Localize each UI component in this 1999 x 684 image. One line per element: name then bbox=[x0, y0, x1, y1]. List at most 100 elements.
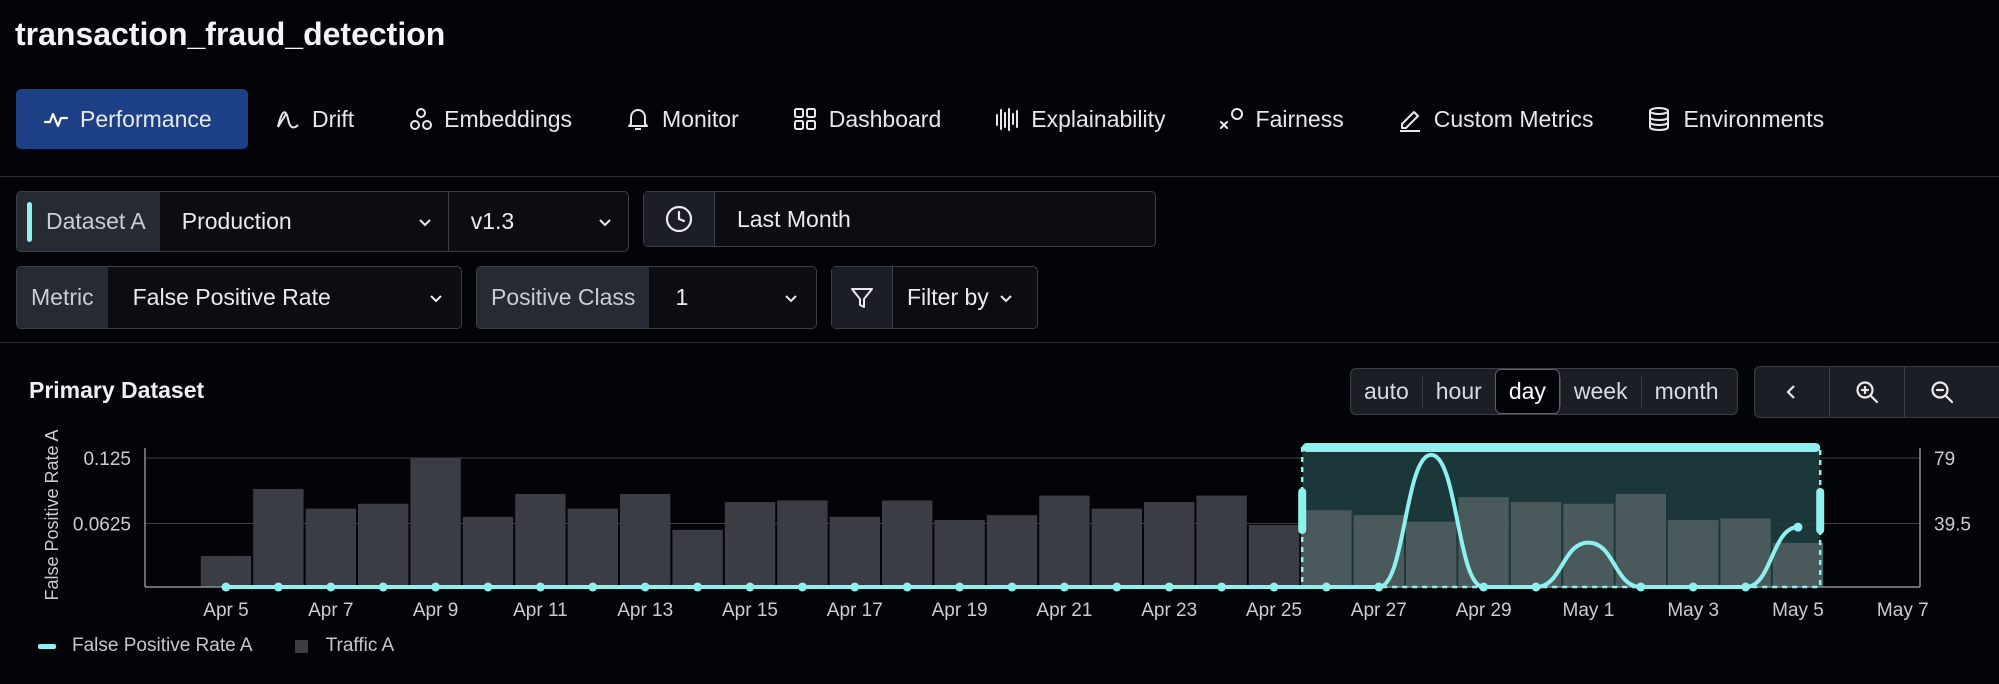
traffic-bar bbox=[1668, 520, 1719, 587]
x-tick-label: Apr 11 bbox=[513, 600, 568, 620]
selection-left-handle bbox=[1298, 488, 1307, 534]
metric-dropdown[interactable]: False Positive Rate bbox=[108, 267, 461, 328]
filter-icon bbox=[851, 287, 873, 308]
x-tick-label: Apr 15 bbox=[722, 600, 778, 620]
traffic-bar bbox=[1039, 495, 1090, 587]
x-tick-label: Apr 9 bbox=[413, 600, 458, 620]
fpr-point bbox=[640, 582, 650, 592]
bars-icon bbox=[996, 108, 1019, 131]
dataset-label-box: Dataset A bbox=[17, 192, 160, 251]
y-tick-label: 0.0625 bbox=[73, 515, 131, 536]
traffic-bar bbox=[410, 458, 461, 587]
traffic-bar bbox=[1615, 493, 1666, 587]
time-range-picker[interactable]: Last Month bbox=[643, 191, 1156, 247]
tab-performance[interactable]: Performance bbox=[16, 89, 248, 149]
fpr-point bbox=[955, 582, 965, 592]
positive-class-selector: Positive Class 1 bbox=[476, 266, 817, 329]
filter-by-control[interactable]: Filter by bbox=[831, 266, 1038, 329]
traffic-bar bbox=[1301, 510, 1352, 587]
tab-label: Environments bbox=[1683, 105, 1825, 132]
granularity-toggle: auto hour day week month bbox=[1350, 368, 1738, 415]
environment-value: Production bbox=[181, 208, 292, 234]
traffic-bar bbox=[620, 493, 671, 587]
x-tick-label: May 5 bbox=[1772, 600, 1824, 620]
tab-explainability[interactable]: Explainability bbox=[967, 89, 1191, 149]
zoom-in-icon bbox=[1856, 381, 1879, 404]
pulse-icon bbox=[43, 112, 69, 128]
x-tick-label: Apr 7 bbox=[308, 600, 353, 620]
fairness-icon bbox=[1219, 108, 1243, 129]
environment-dropdown[interactable]: Production bbox=[160, 192, 448, 251]
x-tick-label: Apr 27 bbox=[1351, 600, 1407, 620]
fpr-point bbox=[1636, 582, 1646, 592]
version-dropdown[interactable]: v1.3 bbox=[447, 192, 628, 251]
tab-drift[interactable]: Drift bbox=[248, 89, 380, 149]
tab-label: Embeddings bbox=[444, 105, 573, 132]
fpr-point bbox=[797, 582, 807, 592]
fpr-point bbox=[1217, 582, 1227, 592]
granularity-month[interactable]: month bbox=[1640, 376, 1732, 407]
x-tick-label: May 3 bbox=[1667, 600, 1719, 620]
bell-icon bbox=[628, 109, 649, 130]
fpr-point bbox=[378, 582, 388, 592]
tab-custom-metrics[interactable]: Custom Metrics bbox=[1370, 89, 1620, 149]
traffic-bar bbox=[200, 555, 252, 587]
zoom-out-button[interactable] bbox=[1904, 367, 1979, 417]
selection-right-handle bbox=[1816, 488, 1825, 534]
fpr-point bbox=[535, 582, 545, 592]
dataset-selector: Dataset A Production v1.3 bbox=[16, 191, 629, 252]
fpr-point bbox=[588, 582, 598, 592]
fpr-point bbox=[1321, 582, 1331, 592]
fpr-point bbox=[1007, 582, 1017, 592]
traffic-bar bbox=[882, 500, 933, 587]
y-tick-label: 0.125 bbox=[83, 449, 131, 470]
filter-by-button[interactable]: Filter by bbox=[892, 267, 1037, 328]
legend-bar-swatch bbox=[294, 639, 308, 653]
zoom-in-button[interactable] bbox=[1829, 367, 1904, 417]
time-range-value: Last Month bbox=[737, 205, 851, 232]
chart-legend: False Positive Rate A Traffic A bbox=[38, 635, 394, 657]
x-tick-label: Apr 19 bbox=[932, 600, 988, 620]
granularity-hour[interactable]: hour bbox=[1421, 376, 1495, 407]
fpr-point bbox=[850, 582, 860, 592]
traffic-bar bbox=[1353, 515, 1404, 587]
pan-left-button[interactable] bbox=[1755, 367, 1829, 417]
traffic-bar bbox=[305, 508, 356, 587]
filter-icon-box bbox=[832, 267, 892, 328]
traffic-bar bbox=[672, 529, 723, 587]
fpr-point bbox=[1479, 582, 1489, 592]
tab-fairness[interactable]: Fairness bbox=[1192, 89, 1370, 149]
fpr-point bbox=[693, 582, 703, 592]
traffic-bar bbox=[1458, 497, 1509, 587]
tab-label: Fairness bbox=[1255, 105, 1344, 132]
tab-dashboard[interactable]: Dashboard bbox=[765, 89, 968, 149]
tab-label: Custom Metrics bbox=[1433, 105, 1594, 132]
positive-class-label-box: Positive Class bbox=[477, 267, 650, 328]
granularity-week[interactable]: week bbox=[1559, 376, 1641, 407]
tab-divider bbox=[0, 176, 1999, 177]
fpr-point bbox=[1112, 582, 1122, 592]
x-tick-label: May 7 bbox=[1877, 600, 1929, 620]
granularity-auto[interactable]: auto bbox=[1364, 378, 1409, 404]
fpr-point bbox=[221, 582, 231, 592]
x-tick-label: Apr 5 bbox=[203, 600, 248, 620]
tab-label: Explainability bbox=[1031, 105, 1166, 132]
granularity-day[interactable]: day bbox=[1494, 369, 1560, 414]
positive-class-dropdown[interactable]: 1 bbox=[649, 267, 816, 328]
x-tick-label: Apr 23 bbox=[1141, 600, 1197, 620]
tab-embeddings[interactable]: Embeddings bbox=[380, 89, 598, 149]
fpr-point bbox=[902, 582, 912, 592]
traffic-bar bbox=[829, 516, 880, 587]
x-tick-label: Apr 17 bbox=[827, 600, 883, 620]
tab-monitor[interactable]: Monitor bbox=[598, 89, 765, 149]
traffic-bar bbox=[1248, 524, 1300, 587]
legend-traffic-label: Traffic A bbox=[325, 635, 395, 656]
tab-environments[interactable]: Environments bbox=[1619, 89, 1850, 149]
panel-title: Primary Dataset bbox=[29, 377, 205, 403]
chevron-left-icon bbox=[1786, 385, 1795, 399]
y-axis-title: False Positive Rate A bbox=[42, 429, 62, 600]
fpr-point bbox=[1531, 582, 1541, 592]
fpr-point bbox=[483, 582, 493, 592]
traffic-bar bbox=[986, 515, 1038, 587]
fpr-point bbox=[1059, 582, 1069, 592]
